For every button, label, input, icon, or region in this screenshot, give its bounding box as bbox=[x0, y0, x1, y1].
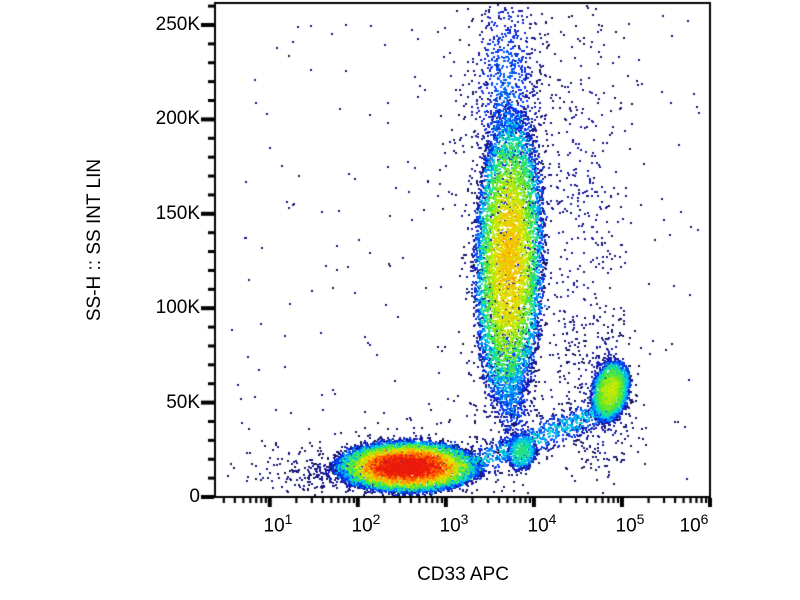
y-tick-label-50k: 50K bbox=[166, 392, 200, 413]
y-tick-label-150k: 150K bbox=[155, 203, 200, 224]
x-tick-base: 10 bbox=[527, 515, 549, 537]
x-tick-label-10e5: 105 bbox=[595, 511, 665, 537]
x-tick-base: 10 bbox=[615, 515, 637, 537]
y-tick-label-200k: 200K bbox=[155, 108, 200, 129]
x-tick-label-10e1: 101 bbox=[243, 511, 313, 537]
x-tick-label-10e6: 106 bbox=[659, 511, 729, 537]
x-tick-exponent: 4 bbox=[548, 511, 557, 527]
x-tick-label-10e2: 102 bbox=[331, 511, 401, 537]
y-axis-title: SS-H :: SS INT LIN bbox=[84, 158, 105, 322]
x-tick-exponent: 2 bbox=[372, 511, 381, 527]
x-tick-exponent: 1 bbox=[284, 511, 293, 527]
x-tick-base: 10 bbox=[351, 515, 373, 537]
x-tick-label-10e4: 104 bbox=[507, 511, 577, 537]
x-tick-base: 10 bbox=[263, 515, 285, 537]
x-tick-base: 10 bbox=[679, 515, 701, 537]
y-tick-label-100k: 100K bbox=[155, 297, 200, 318]
x-tick-base: 10 bbox=[439, 515, 461, 537]
y-tick-label-250k: 250K bbox=[155, 14, 200, 35]
x-axis-title: CD33 APC bbox=[417, 564, 509, 585]
y-tick-label-0: 0 bbox=[189, 486, 200, 507]
x-tick-exponent: 5 bbox=[636, 511, 645, 527]
x-tick-exponent: 6 bbox=[700, 511, 709, 527]
x-tick-exponent: 3 bbox=[460, 511, 469, 527]
x-tick-label-10e3: 103 bbox=[419, 511, 489, 537]
